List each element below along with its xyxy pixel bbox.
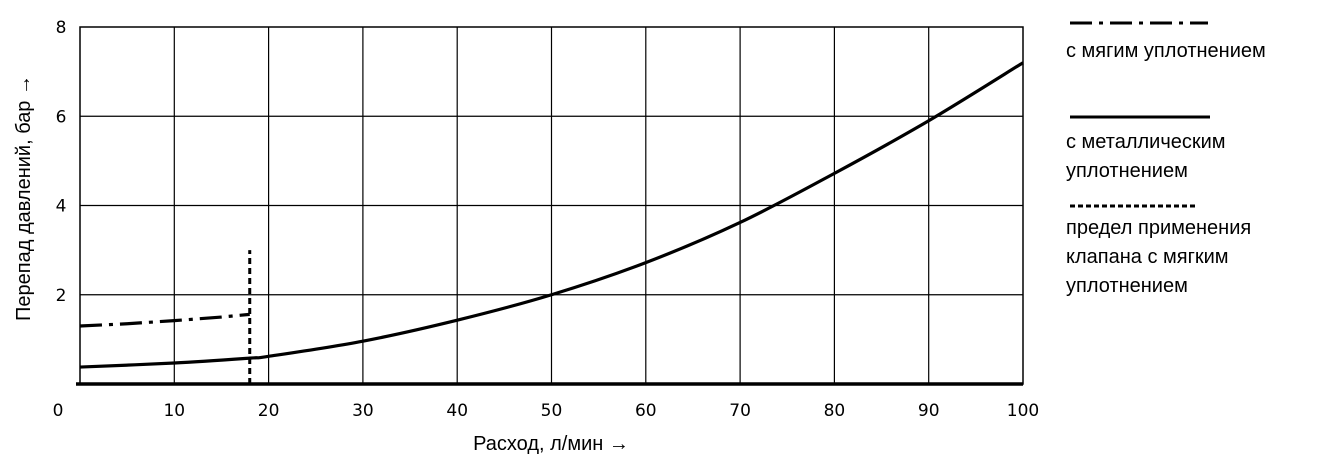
series-line-1 [79,312,250,328]
x-tick-label: 50 [541,401,563,421]
x-tick-label: 30 [352,401,374,421]
x-axis-title: Расход, л/мин → [473,433,629,455]
legend: с мягим уплотнением с металлическим уплотн… [1066,21,1266,297]
plot-frame [76,26,1024,386]
legend-label: с мягим уплотнением [1066,40,1266,62]
x-tick-label: 70 [729,401,751,421]
x-tick-label: 60 [635,401,657,421]
x-tick-label: 80 [824,401,846,421]
series-group [79,61,1024,384]
x-tick-label: 100 [1007,401,1039,421]
legend-label: клапана с мягким [1066,246,1229,268]
x-tick-label: 20 [258,401,280,421]
y-axis-title: Перепад давлений, бар → [13,75,35,321]
x-tick-label: 10 [163,401,185,421]
legend-label: уплотнением [1066,160,1188,182]
tick-labels: 0 10 20 30 40 50 60 70 80 90 100 2 4 6 8 [53,18,1040,421]
legend-label: предел применения [1066,217,1251,239]
x-tick-label: 40 [446,401,468,421]
y-tick-label: 2 [56,286,67,306]
x-tick-label: 90 [918,401,940,421]
grid [80,27,1023,384]
legend-label: с металлическим [1066,131,1226,153]
y-tick-label: 4 [56,197,67,217]
legend-label: уплотнением [1066,275,1188,297]
x-tick-label: 0 [53,401,64,421]
y-tick-label: 8 [56,18,67,38]
y-tick-label: 6 [56,107,67,127]
